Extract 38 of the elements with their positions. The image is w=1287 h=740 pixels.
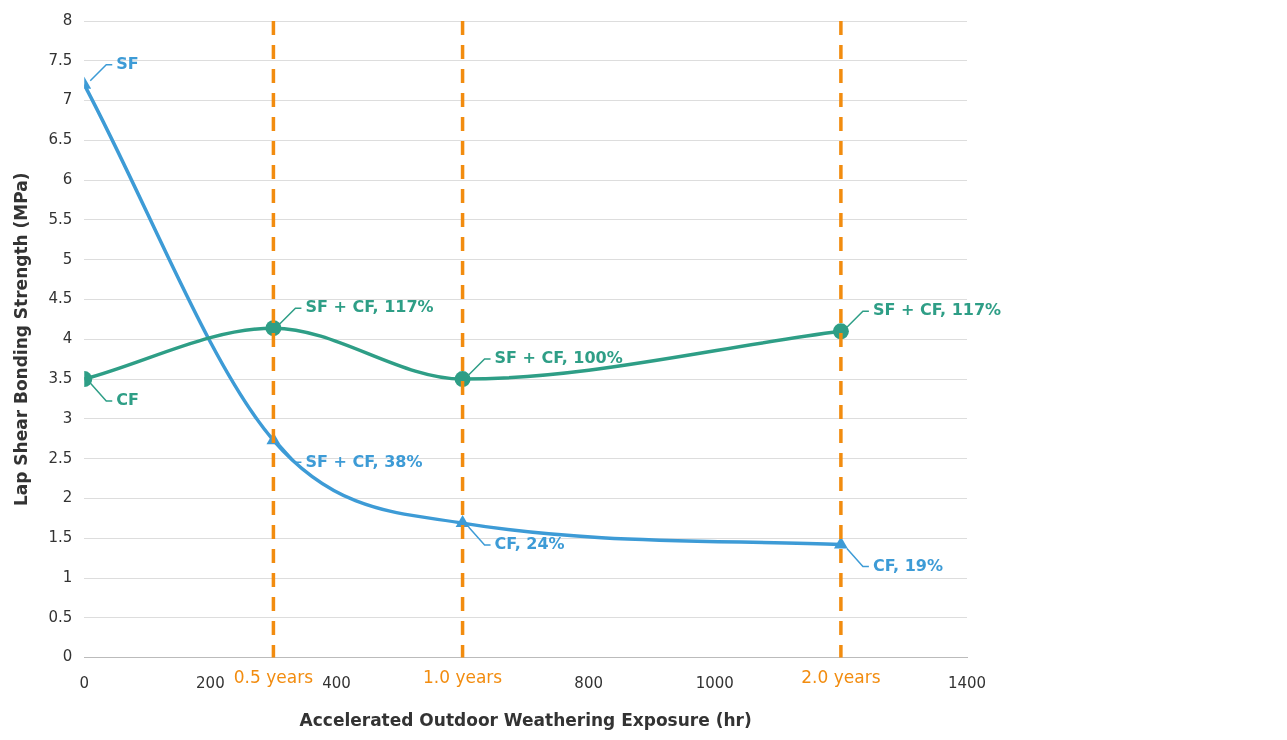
x-tick-label: 1400 [947,674,987,693]
annotation: CF, 24% [494,534,565,554]
y-tick-label: 3.5 [48,368,73,387]
y-tick-label: 4.5 [48,289,73,308]
annotation: CF, 19% [872,555,943,575]
x-tick-label: 800 [574,674,603,693]
y-axis-title: Lap Shear Bonding Strength (MPa) [10,172,31,507]
point [455,515,470,528]
y-tick-label: 6 [62,170,73,189]
annotation: SF + CF, 117% [872,300,1002,320]
y-tick-label: 7 [62,90,73,109]
y-tick-label: 0 [62,647,73,666]
y-tick-label: 7.5 [48,50,73,69]
ref-line-label: 1.0 years [422,666,503,687]
annotation: SF [116,53,139,73]
annotation: SF + CF, 100% [494,348,623,368]
x-tick-label: 0 [79,674,90,693]
y-tick-label: 1 [62,567,73,586]
y-tick-label: 8 [62,10,73,29]
y-tick-label: 0.5 [48,607,73,626]
y-tick-label: 2.5 [48,448,73,467]
y-tick-label: 2 [62,488,73,507]
y-tick-label: 5 [62,249,73,268]
ref-line-label: 0.5 years [233,666,314,687]
ref-line-label: 2.0 years [801,666,881,687]
x-tick-label: 1000 [695,674,734,693]
annotation: CF [116,390,139,410]
x-tick-label: 400 [322,674,351,693]
point [833,536,848,549]
y-tick-label: 3 [62,408,73,427]
y-tick-label: 1.5 [48,528,73,547]
y-tick-label: 4 [62,329,73,348]
annotation: SF + CF, 117% [305,297,434,317]
x-axis-title: Accelerated Outdoor Weathering Exposure (hr) [299,710,752,731]
annotation: SF + CF, 38% [305,451,423,471]
y-tick-label: 5.5 [48,209,73,228]
x-tick-label: 200 [196,674,225,693]
y-tick-label: 6.5 [48,130,73,149]
